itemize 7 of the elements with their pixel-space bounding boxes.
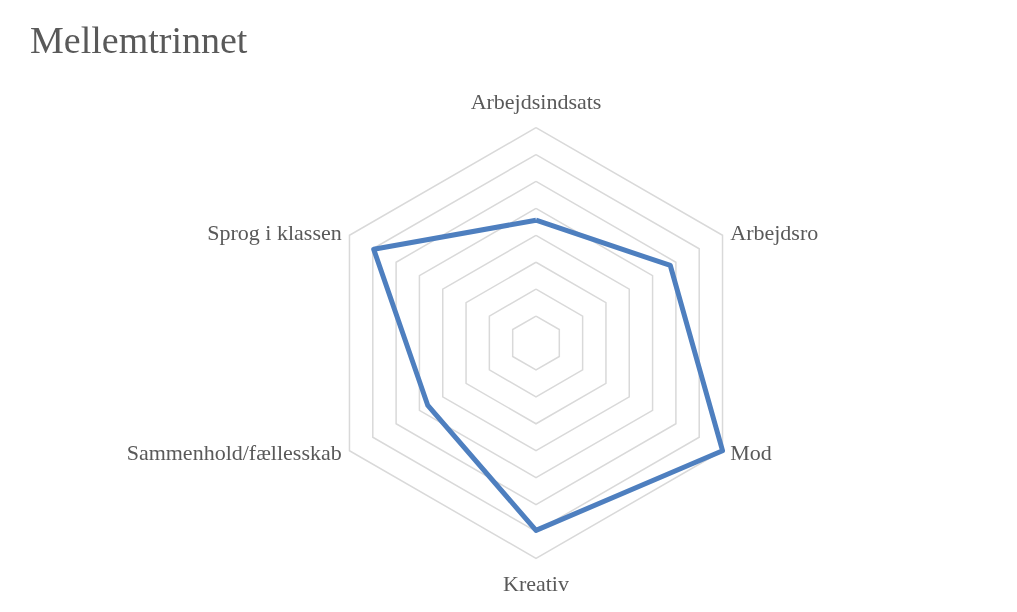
spoke-label: Arbejdsro bbox=[730, 220, 819, 246]
spoke-label: Mod bbox=[730, 439, 772, 465]
spoke-label: Sammenhold/fællesskab bbox=[126, 439, 342, 465]
chart-title: Mellemtrinnet bbox=[30, 18, 248, 62]
spoke-label: Kreativ bbox=[503, 571, 569, 597]
spoke-label: Sprog i klassen bbox=[207, 220, 342, 246]
spoke-label: Arbejdsindsats bbox=[470, 88, 602, 114]
